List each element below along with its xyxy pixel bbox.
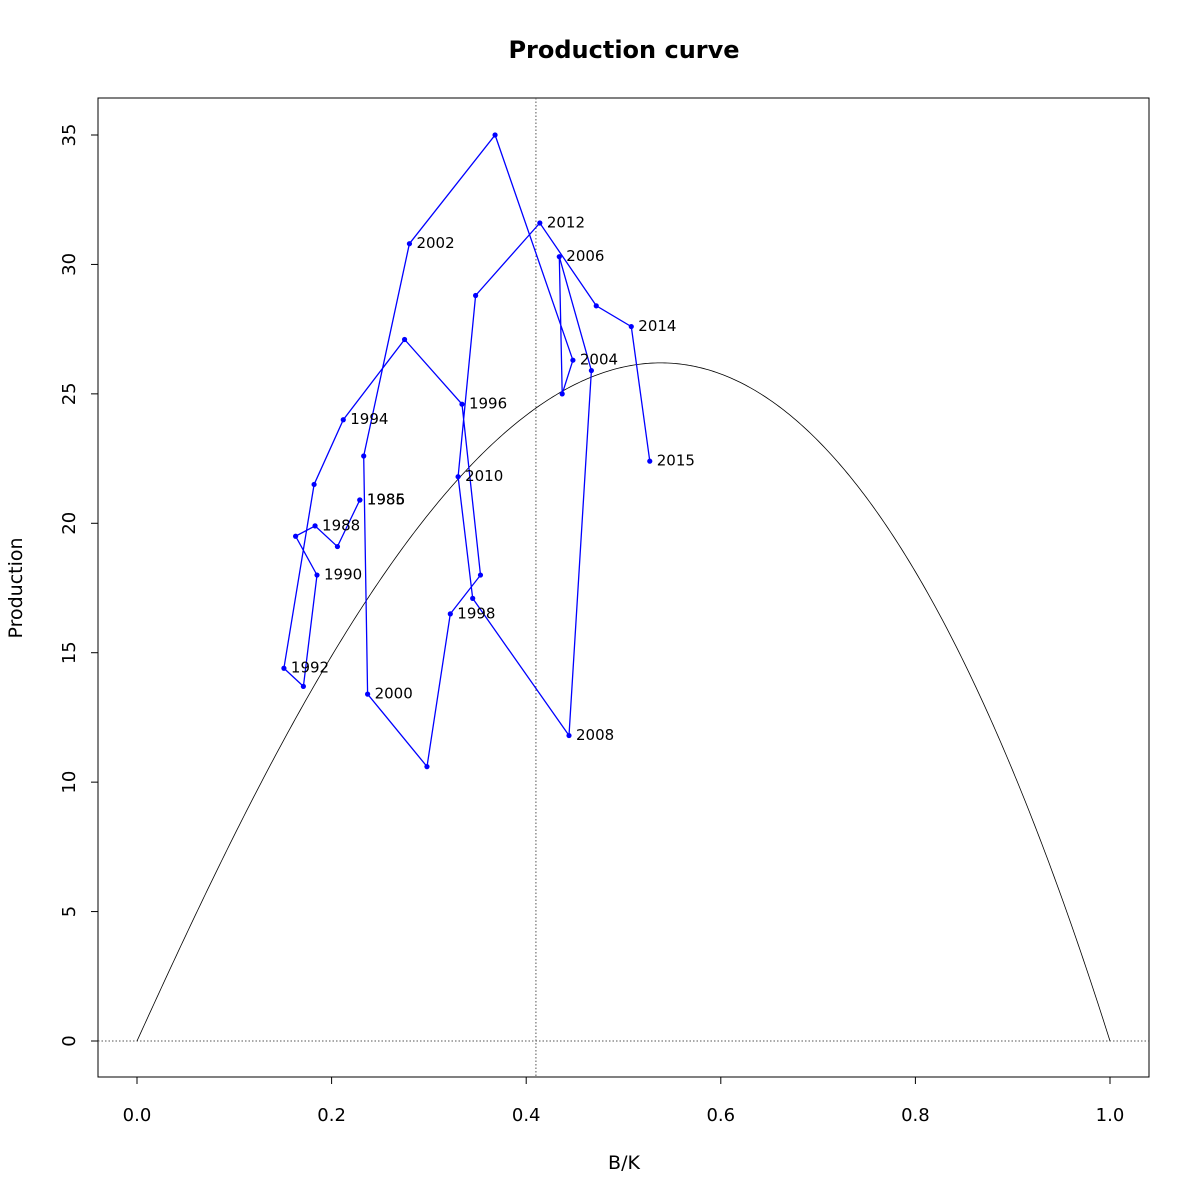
point-1993 [311, 481, 317, 488]
point-1999 [424, 764, 430, 770]
year-label-2008: 2008 [576, 726, 614, 744]
year-label-2015: 2015 [657, 452, 695, 470]
point-1986 [357, 497, 363, 503]
year-label-1985: 1985 [367, 490, 405, 508]
plot-frame [97, 97, 1150, 1078]
x-axis-label: B/K [608, 1152, 640, 1174]
point-2005 [559, 391, 565, 397]
point-1992 [281, 665, 287, 671]
year-label-2000: 2000 [375, 685, 413, 703]
year-label-1996: 1996 [469, 395, 507, 413]
point-1988 [312, 523, 318, 529]
trajectory-line [283, 133, 651, 769]
x-tick-label: 0.6 [706, 1105, 735, 1126]
year-label-1998: 1998 [457, 604, 495, 622]
year-label-2004: 2004 [580, 351, 618, 369]
x-tick-label: 1.0 [1096, 1105, 1125, 1126]
y-tick-label: 0 [59, 1035, 80, 1046]
point-2007 [588, 367, 594, 374]
point-2012 [537, 220, 543, 226]
year-label-1994: 1994 [350, 410, 388, 428]
y-tick-label: 30 [59, 253, 80, 276]
point-2002 [406, 241, 413, 247]
x-axis: 0.0 0.2 0.4 0.6 0.8 1.0 [123, 1076, 1125, 1126]
y-tick-label: 25 [59, 382, 80, 405]
x-tick-label: 0.4 [512, 1105, 541, 1126]
point-2009 [470, 595, 476, 601]
point-1989 [292, 533, 299, 539]
point-2001 [361, 453, 367, 459]
year-label-2006: 2006 [566, 247, 604, 265]
point-2015 [647, 458, 653, 464]
trajectory-points [281, 132, 653, 770]
reference-lines [98, 98, 1149, 1077]
production-curve-line [136, 362, 1111, 1042]
point-1987 [334, 543, 341, 550]
x-tick-label: 0.8 [901, 1105, 930, 1126]
point-1996 [459, 401, 465, 407]
point-1998 [447, 611, 453, 617]
year-label-1986: 1986 [367, 490, 405, 508]
year-label-2002: 2002 [416, 234, 454, 252]
y-tick-label: 5 [59, 906, 80, 917]
y-tick-label: 15 [59, 641, 80, 664]
x-tick-label: 0.0 [123, 1105, 152, 1126]
point-2014 [628, 323, 634, 330]
y-axis-label: Production [5, 537, 27, 638]
point-2003 [492, 132, 498, 138]
point-2000 [365, 691, 371, 697]
x-tick-label: 0.2 [317, 1105, 346, 1126]
point-2013 [593, 303, 599, 309]
chart-title: Production curve [508, 36, 739, 64]
point-1994 [340, 417, 346, 423]
point-2011 [473, 292, 479, 299]
year-label-1992: 1992 [291, 659, 329, 677]
point-2006 [556, 254, 562, 260]
year-label-1990: 1990 [324, 566, 362, 584]
year-label-1988: 1988 [322, 516, 360, 534]
y-tick-label: 10 [59, 771, 80, 794]
year-label-2014: 2014 [638, 317, 676, 335]
y-tick-label: 20 [59, 512, 80, 535]
y-tick-label: 35 [59, 124, 80, 147]
point-1991 [300, 683, 306, 689]
point-2004 [570, 357, 576, 363]
point-2008 [566, 732, 572, 739]
y-axis: 0 5 10 15 20 25 30 35 [59, 124, 99, 1047]
year-label-2010: 2010 [465, 467, 503, 485]
point-2010 [455, 474, 461, 480]
year-label-2012: 2012 [547, 214, 585, 232]
point-1997 [477, 572, 484, 578]
point-1990 [314, 572, 320, 578]
point-1995 [401, 336, 408, 343]
trajectory-series [283, 133, 651, 769]
